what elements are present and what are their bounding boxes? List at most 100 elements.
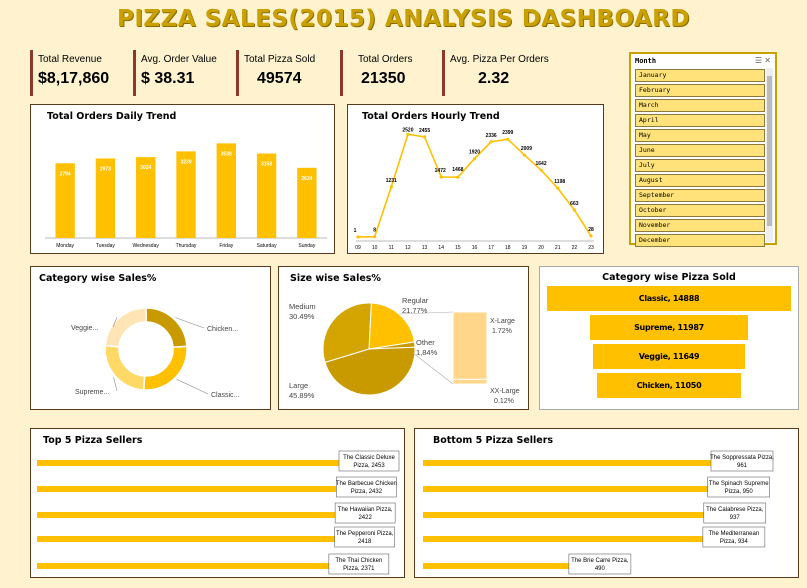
data-point: [489, 140, 493, 144]
slice-percent-label: 1,84%: [416, 348, 438, 357]
slicer-item-october[interactable]: October: [635, 204, 765, 217]
data-label: The Thai Chicken: [335, 558, 382, 564]
kpi-total-pizza-sold: Total Pizza Sold 49574: [236, 50, 336, 96]
data-label: The Mediterranean: [709, 531, 760, 537]
daily-trend-chart: 2794 Monday 2973 Tuesday 3024 Wednesday 3239 Th…: [45, 143, 327, 249]
data-point: [356, 235, 360, 239]
data-label: The Soppressata Pizza,: [710, 455, 774, 461]
bar: [216, 143, 236, 238]
slicer-item-january[interactable]: January: [635, 69, 765, 82]
data-label: 663: [570, 201, 579, 207]
bar: [176, 151, 196, 238]
slicer-item-february[interactable]: February: [635, 84, 765, 97]
kpi-label: Total Orders: [358, 54, 413, 65]
bar: [256, 153, 277, 238]
data-label: 2520: [402, 127, 413, 133]
slicer-item-december[interactable]: December: [635, 234, 765, 247]
tick-label: 18: [505, 245, 511, 251]
tick-label: Saturday: [257, 243, 278, 249]
chart-title: Category wise Sales%: [39, 273, 157, 284]
tick-label: 10: [372, 245, 378, 251]
data-label: 3239: [180, 159, 191, 165]
tick-label: 20: [538, 245, 544, 251]
sub-bar-segment: [452, 311, 488, 380]
data-label: 3158: [261, 162, 272, 168]
data-label: Pizza, 2453: [353, 463, 385, 469]
bar: [423, 563, 571, 569]
slicer-item-november[interactable]: November: [635, 219, 765, 232]
data-label: 3538: [221, 151, 232, 157]
data-label: Pizza, 950: [725, 489, 754, 495]
top5-bar-chart: The Classic Deluxe Pizza, 2453 The Barbecu…: [37, 450, 400, 575]
data-label-box: [703, 502, 767, 524]
tick-label: 14: [438, 245, 444, 251]
chart-title: Total Orders Hourly Trend: [362, 111, 500, 122]
data-label: 1231: [386, 178, 397, 184]
data-label-box: [707, 476, 770, 498]
data-label: 2418: [358, 539, 372, 545]
data-point: [456, 175, 460, 179]
slicer-item-june[interactable]: June: [635, 144, 765, 157]
data-label: 2399: [502, 130, 513, 136]
data-label: 3024: [140, 165, 151, 171]
pie-slice: [322, 302, 372, 364]
data-label: 1468: [452, 167, 463, 173]
bottom5-sellers-panel: Bottom 5 Pizza Sellers The Soppressata P…: [414, 428, 799, 578]
kpi-value: 2.32: [478, 70, 510, 87]
slicer-clear-filter-icon[interactable]: ☰ ✕: [754, 56, 771, 65]
slicer-item-april[interactable]: April: [635, 114, 765, 127]
pie-slice: [368, 302, 416, 350]
data-label-box: [328, 553, 390, 575]
slicer-item-july[interactable]: July: [635, 159, 765, 172]
slicer-item-september[interactable]: September: [635, 189, 765, 202]
scrollbar-thumb[interactable]: [767, 76, 772, 226]
data-label: 961: [737, 463, 748, 469]
month-slicer[interactable]: Month ☰ ✕ January February March April May Ju…: [629, 52, 777, 247]
slice-label: Large: [289, 381, 308, 390]
tick-label: Monday: [56, 243, 74, 249]
data-label: Pizza, 934: [720, 539, 749, 545]
data-label: 2624: [301, 176, 312, 182]
tick-label: Friday: [219, 243, 233, 249]
slicer-item-may[interactable]: May: [635, 129, 765, 142]
slice-percent-label: 45.89%: [289, 391, 315, 400]
category-donut-chart: Chicken... Classic... Supreme... Veggie...: [71, 307, 239, 399]
tick-label: Wednesday: [133, 243, 160, 249]
donut-slice: [104, 307, 147, 348]
data-point: [572, 208, 576, 212]
leader-line: [113, 377, 118, 392]
data-label-box: [702, 526, 766, 548]
kpi-avg-pizza-per-order: Avg. Pizza Per Orders 2.32: [442, 50, 552, 96]
data-label: 1472: [435, 168, 446, 174]
kpi-value: $ 38.31: [141, 70, 195, 87]
tick-label: 12: [405, 245, 411, 251]
data-label: 2422: [358, 515, 372, 521]
slicer-item-march[interactable]: March: [635, 99, 765, 112]
tick-label: 23: [588, 245, 594, 251]
slice-label: Other: [416, 338, 435, 347]
kpi-label: Total Revenue: [38, 54, 102, 65]
data-label: The Barbecue Chicken: [336, 481, 397, 487]
bar: [423, 512, 706, 518]
data-point: [472, 157, 477, 161]
data-point: [406, 132, 410, 136]
slice-label: Medium: [289, 302, 316, 311]
data-label: The Classic Deluxe: [343, 455, 395, 461]
data-label-box: [336, 476, 397, 498]
kpi-total-revenue: Total Revenue $8,17,860: [30, 50, 130, 96]
bar: [55, 163, 75, 238]
data-label: 1642: [536, 161, 547, 167]
size-sales-panel: Size wise Sales% Regular 21.77% Other 1,84%…: [278, 266, 529, 410]
slicer-item-august[interactable]: August: [635, 174, 765, 187]
slice-label: Veggie...: [71, 325, 98, 332]
tick-label: 16: [472, 245, 478, 251]
data-label: The Hawaiian Pizza,: [338, 507, 393, 513]
data-label: The Spinach Supreme: [709, 481, 769, 487]
slicer-scrollbar[interactable]: [766, 68, 773, 242]
slice-percent-label: 21.77%: [402, 306, 428, 315]
tick-label: 19: [522, 245, 528, 251]
sub-slice-label: XX-Large: [490, 388, 520, 395]
data-point: [589, 234, 593, 238]
bar: [136, 157, 156, 238]
hourly-trend-panel: Total Orders Hourly Trend 1 09 8 10 1231 11 25…: [347, 104, 604, 254]
